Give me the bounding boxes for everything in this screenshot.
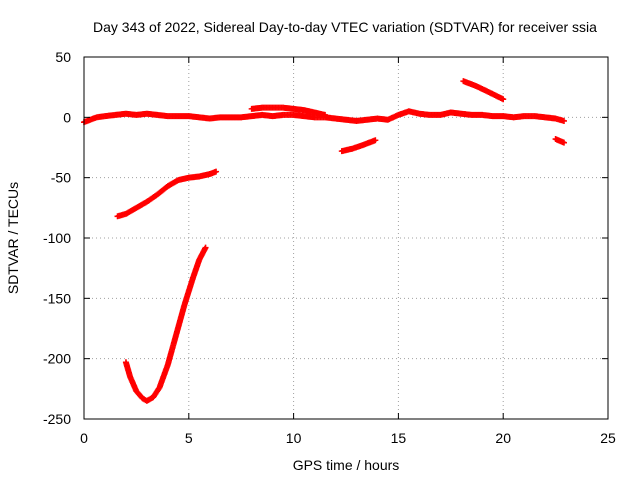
series-segment-22-23 [552,136,567,146]
y-tick-label: -200 [43,351,71,367]
y-tick-label: -100 [43,230,71,246]
x-tick-label: 0 [80,430,88,446]
x-axis-label: GPS time / hours [293,457,400,473]
series-valley-arc [122,244,209,404]
x-tick-label: 10 [286,430,302,446]
x-tick-label: 5 [185,430,193,446]
data-point-marker [322,111,329,118]
data-point-marker [202,244,209,251]
x-tick-label: 20 [495,430,511,446]
chart-title: Day 343 of 2022, Sidereal Day-to-day VTE… [93,19,597,35]
series-segment-12-14 [338,137,379,155]
x-tick-label: 15 [391,430,407,446]
y-tick-label: -250 [43,411,71,427]
data-layer [81,78,567,404]
series-segment-18-20 [460,78,507,103]
data-point-marker [372,137,379,144]
data-point-marker [560,139,567,146]
y-tick-label: 50 [55,49,71,65]
x-tick-label: 25 [600,430,616,446]
series-rise-arc [114,168,220,220]
data-point-marker [213,168,220,175]
series-main-band [81,108,567,126]
series-upper-band [248,104,329,118]
y-tick-label: 0 [63,109,71,125]
data-point-marker [560,117,567,124]
data-point-marker [500,96,507,103]
tick-layer: 0 5 10 15 20 25 -250 -200 -150 -100 -50 0 50 [43,49,616,446]
y-axis-label: SDTVAR / TECUs [5,182,21,294]
y-tick-label: -150 [43,290,71,306]
y-tick-label: -50 [51,170,71,186]
